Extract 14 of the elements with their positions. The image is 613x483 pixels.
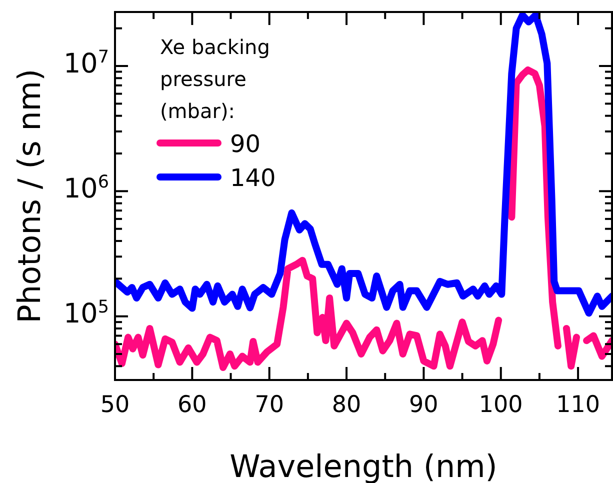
y-tick-label: 10$^{7}$ <box>63 47 109 80</box>
legend-label: 90 <box>230 130 261 158</box>
x-tick-label: 60 <box>178 392 207 418</box>
x-tick-label: 110 <box>556 392 600 418</box>
y-tick-label: 10$^{5}$ <box>63 298 109 330</box>
y-axis-title: Photons / (s nm) <box>12 68 48 324</box>
legend-title: Xe backing pressure (mbar): <box>160 35 270 123</box>
x-tick-label: 70 <box>254 392 284 418</box>
x-tick-label: 100 <box>478 392 523 418</box>
x-tick-label: 50 <box>100 392 130 418</box>
y-tick-label: 10$^{6}$ <box>63 172 109 204</box>
x-tick-label: 90 <box>409 392 438 418</box>
x-tick-label: 80 <box>332 392 362 418</box>
legend-label: 140 <box>230 164 276 192</box>
